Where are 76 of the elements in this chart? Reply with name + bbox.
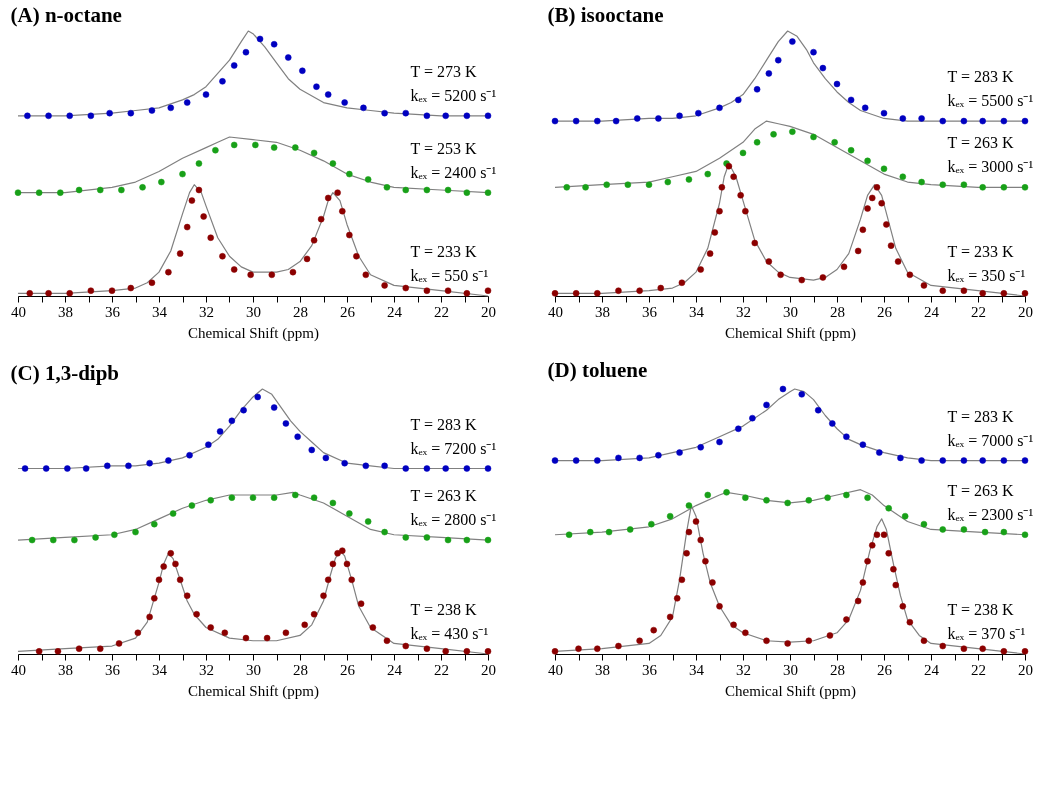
x-tick-label: 30 <box>783 303 798 320</box>
annotation: T = 233 K <box>947 243 1014 260</box>
x-tick-label: 28 <box>830 661 845 678</box>
x-tick-label: 22 <box>434 661 449 678</box>
x-tick-label: 20 <box>481 303 496 320</box>
chart-title: (A) n-octane <box>10 3 122 28</box>
x-axis-title: Chemical Shift (ppm) <box>725 324 856 342</box>
annotation: T = 283 K <box>947 407 1014 425</box>
x-axis-title: Chemical Shift (ppm) <box>188 682 319 700</box>
annotation: kₑₓ = 350 s⁻¹ <box>947 267 1026 284</box>
x-tick-label: 32 <box>736 303 751 320</box>
x-tick-label: 22 <box>971 303 986 320</box>
x-tick-label: 26 <box>877 661 893 678</box>
annotation: kₑₓ = 5500 s⁻¹ <box>947 92 1034 110</box>
x-tick-label: 34 <box>689 661 705 678</box>
annotation: T = 283 K <box>410 415 477 433</box>
x-tick-label: 34 <box>689 303 705 320</box>
x-tick-label: 22 <box>434 303 449 320</box>
annotation: kₑₓ = 550 s⁻¹ <box>410 267 489 284</box>
x-tick-label: 32 <box>736 661 751 678</box>
x-tick-label: 28 <box>293 661 308 678</box>
x-tick-label: 32 <box>199 661 214 678</box>
annotation: T = 253 K <box>410 139 477 157</box>
x-tick-label: 26 <box>340 661 356 678</box>
annotation: T = 238 K <box>947 601 1014 618</box>
annotation: kₑₓ = 7000 s⁻¹ <box>947 431 1034 449</box>
x-tick-label: 24 <box>924 303 940 320</box>
x-tick-label: 40 <box>548 661 563 678</box>
x-tick-label: 20 <box>1018 661 1033 678</box>
x-tick-label: 38 <box>595 661 610 678</box>
x-axis-title: Chemical Shift (ppm) <box>188 324 319 342</box>
x-tick-label: 38 <box>58 661 73 678</box>
annotation: kₑₓ = 7200 s⁻¹ <box>410 439 497 457</box>
x-tick-label: 20 <box>481 661 496 678</box>
x-tick-label: 40 <box>11 303 26 320</box>
x-tick-label: 34 <box>152 661 168 678</box>
annotation: T = 273 K <box>410 62 477 80</box>
x-tick-label: 22 <box>971 661 986 678</box>
x-tick-label: 38 <box>595 303 610 320</box>
annotation: T = 263 K <box>947 134 1014 152</box>
annotation: T = 263 K <box>410 487 477 505</box>
chart-title: (C) 1,3-dipb <box>10 361 120 386</box>
x-tick-label: 28 <box>293 303 308 320</box>
chart-title: (D) toluene <box>547 358 648 382</box>
annotation: kₑₓ = 370 s⁻¹ <box>947 625 1026 642</box>
annotation: T = 263 K <box>947 481 1014 499</box>
x-axis-title: Chemical Shift (ppm) <box>725 682 856 700</box>
x-tick-label: 26 <box>340 303 356 320</box>
x-tick-label: 20 <box>1018 303 1033 320</box>
annotation: kₑₓ = 2300 s⁻¹ <box>947 505 1034 523</box>
annotation: T = 283 K <box>947 68 1014 86</box>
x-tick-label: 38 <box>58 303 73 320</box>
x-tick-label: 32 <box>199 303 214 320</box>
x-tick-label: 36 <box>642 661 658 678</box>
chart-title: (B) isooctane <box>547 3 664 28</box>
x-tick-label: 30 <box>783 661 798 678</box>
annotation: T = 233 K <box>410 243 477 260</box>
x-tick-label: 40 <box>11 661 26 678</box>
x-tick-label: 34 <box>152 303 168 320</box>
x-tick-label: 26 <box>877 303 893 320</box>
x-tick-label: 28 <box>830 303 845 320</box>
annotation: kₑₓ = 3000 s⁻¹ <box>947 158 1034 176</box>
x-tick-label: 24 <box>924 661 940 678</box>
x-tick-label: 36 <box>105 661 121 678</box>
x-tick-label: 24 <box>387 303 403 320</box>
annotation: T = 238 K <box>410 601 477 618</box>
annotation: kₑₓ = 5200 s⁻¹ <box>410 86 497 104</box>
annotation: kₑₓ = 2400 s⁻¹ <box>410 163 497 181</box>
x-tick-label: 24 <box>387 661 403 678</box>
x-tick-label: 36 <box>105 303 121 320</box>
x-tick-label: 30 <box>246 303 261 320</box>
annotation: kₑₓ = 430 s⁻¹ <box>410 625 489 642</box>
x-tick-label: 40 <box>548 303 563 320</box>
annotation: kₑₓ = 2800 s⁻¹ <box>410 511 497 529</box>
x-tick-label: 30 <box>246 661 261 678</box>
x-tick-label: 36 <box>642 303 658 320</box>
